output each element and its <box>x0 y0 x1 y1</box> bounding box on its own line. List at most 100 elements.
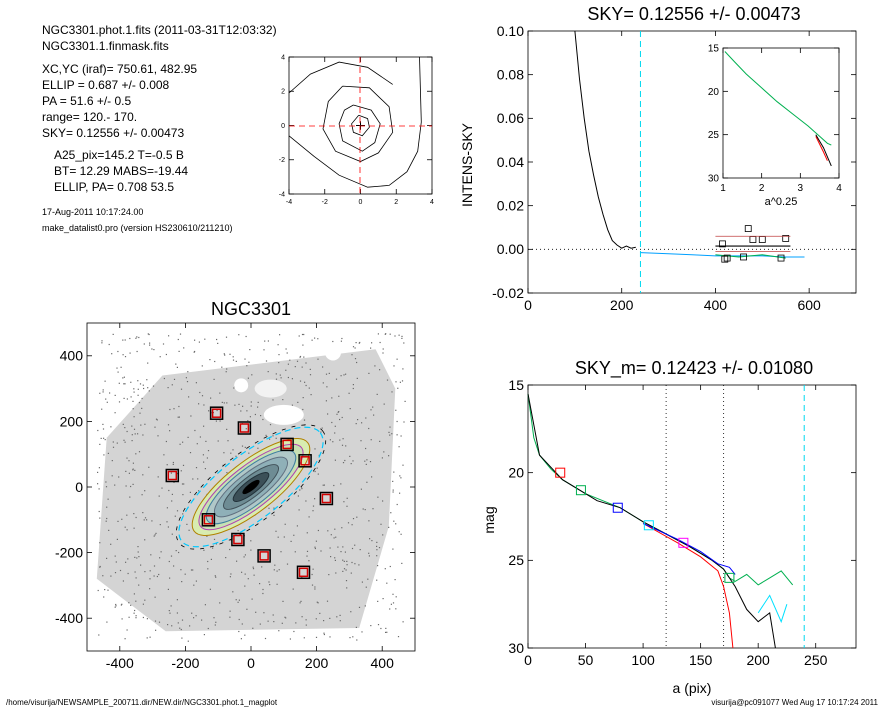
image-noise-dot <box>245 428 247 430</box>
image-noise-dot <box>278 354 280 356</box>
galaxy-isophote <box>175 424 327 550</box>
image-noise-dot <box>304 381 306 383</box>
image-noise-dot <box>395 381 397 383</box>
image-noise-dot <box>289 638 291 640</box>
image-noise-dot <box>104 439 106 441</box>
image-noise-dot <box>317 529 319 532</box>
image-noise-dot <box>110 426 112 428</box>
image-noise-dot <box>154 620 157 622</box>
image-noise-dot <box>101 340 103 342</box>
image-noise-dot <box>98 510 100 513</box>
image-noise-dot <box>134 433 136 435</box>
image-noise-dot <box>172 461 174 464</box>
image-noise-dot <box>133 527 135 529</box>
image-noise-dot <box>121 603 123 605</box>
contour-ytick-label: -4 <box>279 191 285 198</box>
image-noise-dot <box>114 606 116 608</box>
sky-box-point <box>740 253 747 261</box>
image-noise-dot <box>153 575 155 577</box>
image-noise-dot <box>277 536 279 538</box>
image-noise-dot <box>189 452 192 454</box>
image-noise-dot <box>399 381 401 383</box>
image-noise-dot <box>341 527 343 529</box>
image-noise-dot <box>314 546 316 548</box>
image-noise-dot <box>351 524 353 526</box>
image-noise-dot <box>196 443 198 445</box>
image-noise-dot <box>177 338 179 341</box>
inset-xlabel: a^0.25 <box>765 196 798 208</box>
image-noise-dot <box>219 420 221 422</box>
image-noise-dot <box>400 435 402 437</box>
mag-series-line <box>642 523 736 575</box>
image-noise-dot <box>308 387 310 389</box>
image-noise-dot <box>216 409 218 412</box>
image-noise-dot <box>350 611 352 613</box>
image-noise-dot <box>162 343 165 345</box>
image-noise-dot <box>325 400 327 402</box>
image-noise-dot <box>132 408 134 410</box>
image-noise-dot <box>391 391 393 393</box>
image-noise-dot <box>344 551 346 553</box>
image-noise-dot <box>132 468 134 470</box>
image-noise-dot <box>148 390 150 392</box>
sky-box-point <box>744 225 752 232</box>
image-noise-dot <box>339 620 341 622</box>
image-marker-box <box>319 491 334 506</box>
image-noise-dot <box>133 513 135 515</box>
image-noise-dot <box>133 593 135 595</box>
mag-ylabel: mag <box>481 506 497 533</box>
image-noise-dot <box>334 459 336 461</box>
image-noise-dot <box>376 579 378 581</box>
image-noise-dot <box>108 343 110 346</box>
image-noise-dot <box>348 392 350 394</box>
image-marker-box-inner <box>300 456 310 466</box>
image-noise-dot <box>360 488 362 490</box>
image-noise-dot <box>334 425 336 427</box>
image-noise-dot <box>144 517 147 519</box>
sky-profile-panel: SKY= 0.12556 +/- 0.00473 INTENS-SKY 0 200… <box>459 4 857 313</box>
image-noise-dot <box>167 624 169 626</box>
image-noise-dot <box>126 457 128 459</box>
image-noise-dot <box>159 557 161 559</box>
image-noise-dot <box>135 516 137 519</box>
image-noise-dot <box>305 619 307 621</box>
image-noise-dot <box>238 403 240 405</box>
image-noise-dot <box>264 340 266 342</box>
image-noise-dot <box>282 399 284 401</box>
image-noise-dot <box>130 381 132 383</box>
image-marker-box-inner <box>239 423 250 433</box>
galaxy-isophote <box>178 426 324 548</box>
image-noise-dot <box>327 413 329 415</box>
image-noise-dot <box>333 484 335 487</box>
image-noise-dot <box>199 391 201 394</box>
image-noise-dot <box>135 617 137 619</box>
mag-xtick-label: 50 <box>578 652 594 668</box>
image-noise-dot <box>331 421 333 424</box>
image-noise-dot <box>105 398 107 400</box>
image-noise-dot <box>368 427 370 430</box>
image-noise-dot <box>232 359 235 361</box>
image-noise-dot <box>230 573 232 575</box>
image-marker-box-inner <box>282 439 292 450</box>
image-noise-dot <box>114 394 116 396</box>
image-noise-dot <box>126 529 128 531</box>
image-marker-box-inner <box>298 567 309 578</box>
image-noise-dot <box>276 570 278 572</box>
image-noise-dot <box>144 599 146 601</box>
image-noise-dot <box>299 356 301 358</box>
image-noise-dot <box>187 436 189 438</box>
image-noise-dot <box>107 452 109 454</box>
image-noise-dot <box>351 354 353 356</box>
image-noise-dot <box>165 440 167 443</box>
image-xtick-label: 400 <box>371 655 395 671</box>
image-noise-dot <box>402 464 404 466</box>
image-noise-dot <box>107 498 109 500</box>
image-noise-dot <box>102 428 105 430</box>
image-noise-dot <box>135 453 137 455</box>
image-noise-dot <box>181 619 184 621</box>
image-noise-dot <box>106 621 108 623</box>
image-noise-dot <box>374 365 376 367</box>
image-noise-dot <box>197 478 199 480</box>
image-noise-dot <box>382 348 384 350</box>
